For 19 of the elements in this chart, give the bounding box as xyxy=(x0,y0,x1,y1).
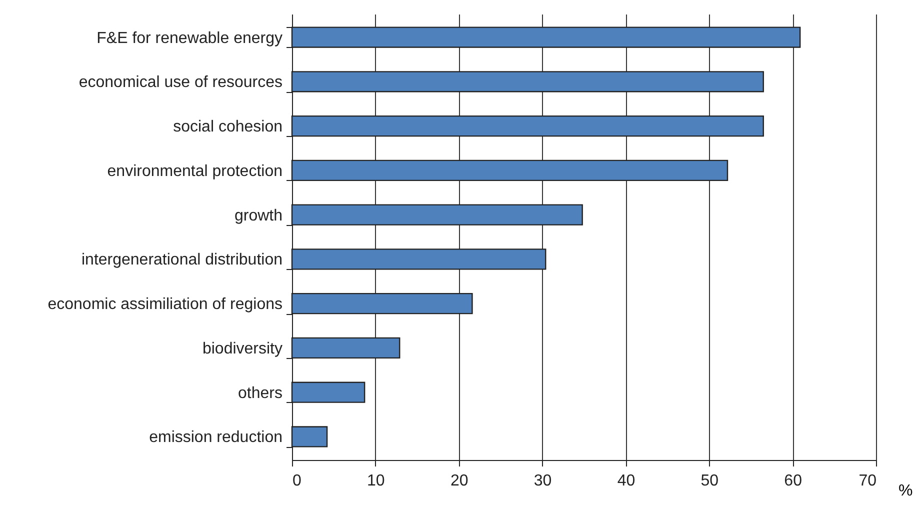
y-tick-label: others xyxy=(238,384,282,402)
y-tick-label: intergenerational distribution xyxy=(81,252,282,269)
y-tick-label: biodiversity xyxy=(202,340,282,358)
y-tick-label: environmental protection xyxy=(107,162,282,180)
y-tick-label: economic assimiliation of regions xyxy=(48,296,282,314)
y-tick-label: growth xyxy=(234,207,282,224)
x-tick-label: 0 xyxy=(292,472,302,490)
x-tick-label: 60 xyxy=(784,472,802,490)
y-tick-label: emission reduction xyxy=(149,429,282,446)
y-tick-label: F&E for renewable energy xyxy=(96,30,282,47)
x-tick-label: 20 xyxy=(450,472,468,490)
x-axis-title: % xyxy=(898,482,913,500)
x-tick-label: 70 xyxy=(858,472,877,490)
y-tick-label: economical use of resources xyxy=(78,74,282,92)
x-tick-label: 50 xyxy=(700,472,719,490)
y-tick-label: social cohesion xyxy=(173,118,282,136)
x-tick-label: 10 xyxy=(367,472,385,490)
x-tick-label: 30 xyxy=(534,472,552,490)
x-tick-label: 40 xyxy=(617,472,636,490)
